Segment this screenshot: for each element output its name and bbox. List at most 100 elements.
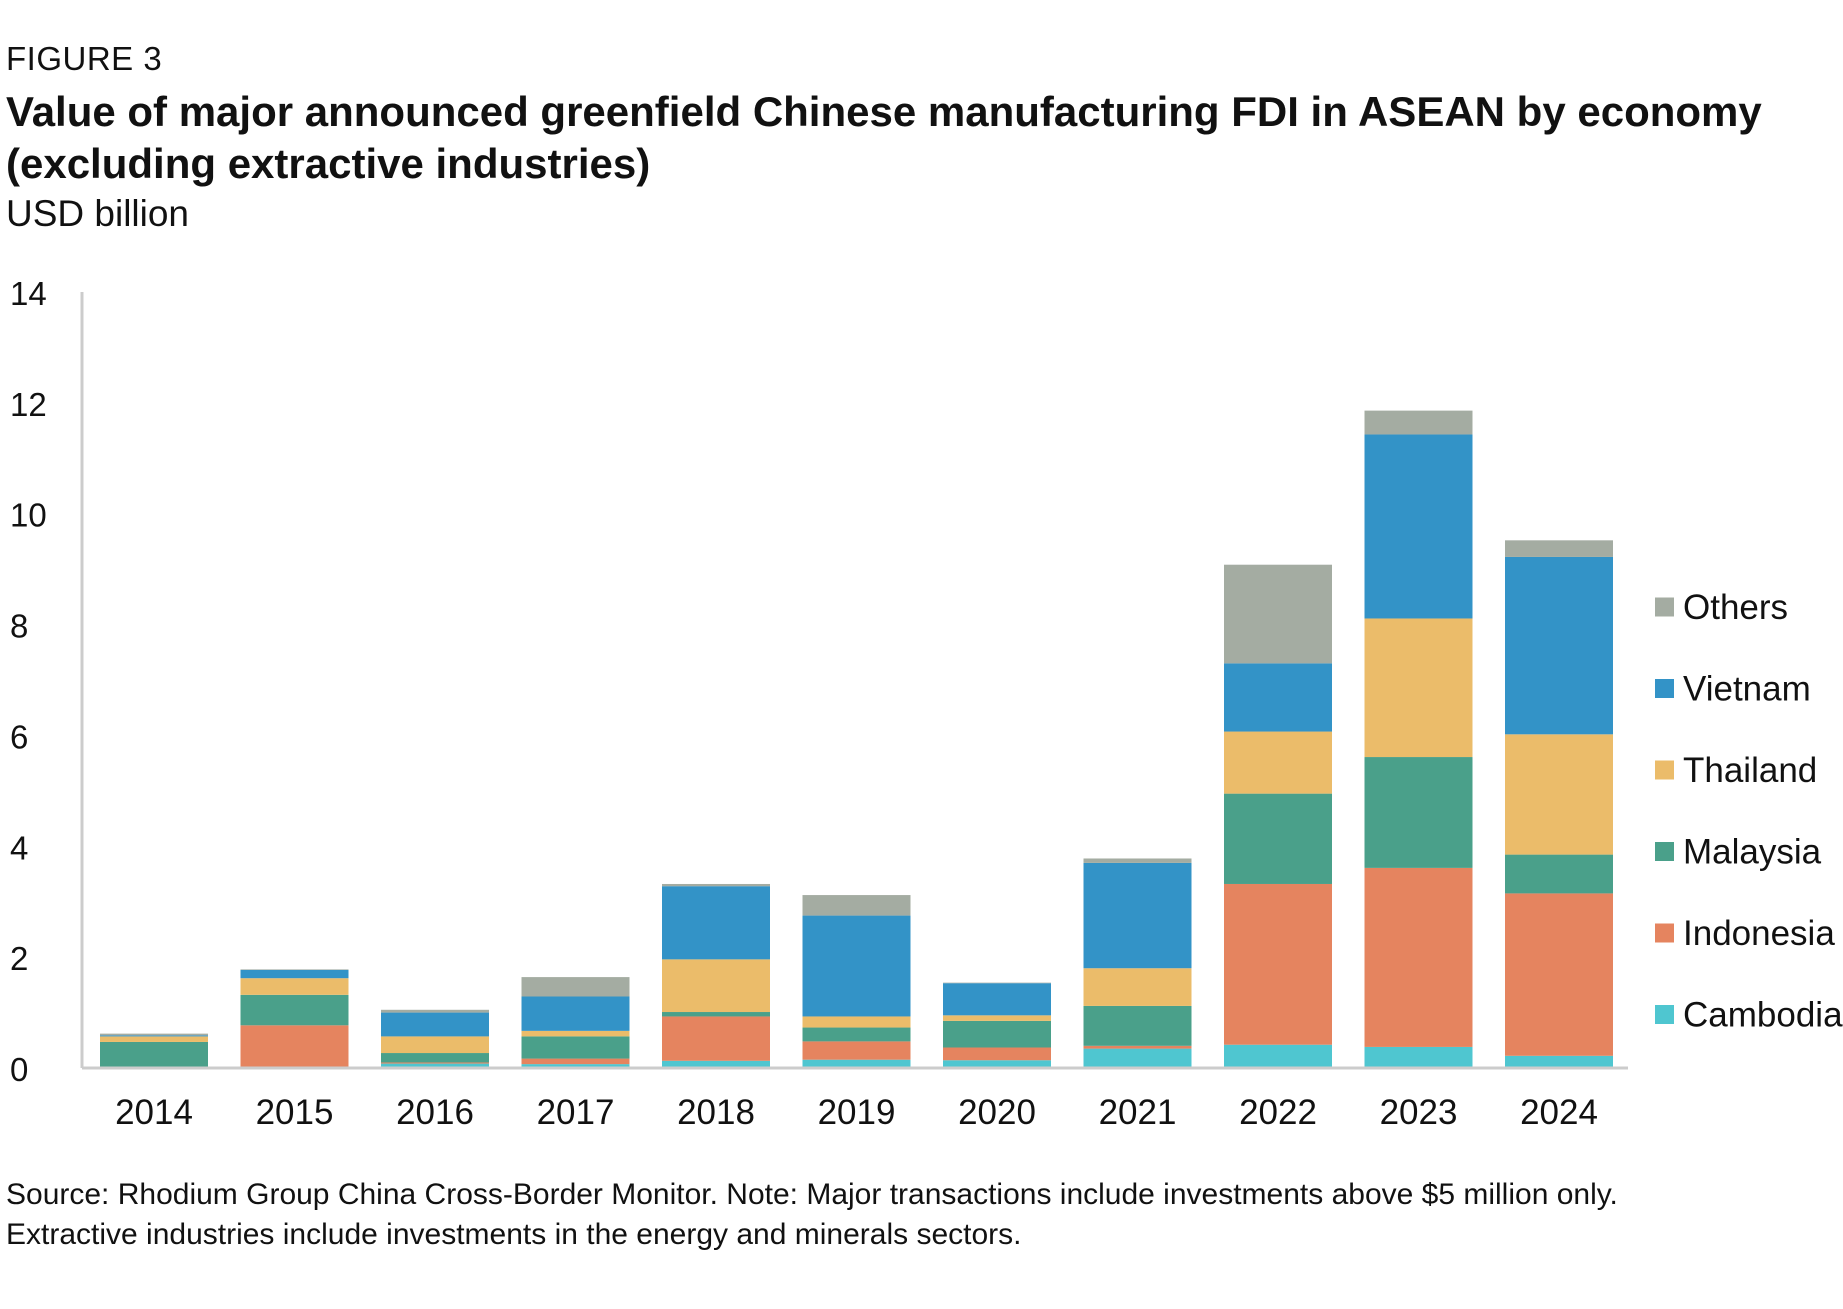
bar-segment-thailand-2019 [802,1016,911,1028]
y-tick-label: 4 [10,829,28,866]
bar-segment-malaysia-2020 [943,1020,1051,1048]
bar-segment-others-2018 [662,883,770,887]
legend-label-indonesia: Indonesia [1683,914,1835,953]
y-tick-label: 2 [10,940,28,977]
source-note-line-2: Extractive industries include investment… [6,1218,1022,1251]
bar-segment-thailand-2024 [1505,734,1613,855]
bar-segment-malaysia-2022 [1224,793,1332,884]
bar-segment-others-2016 [381,1009,489,1013]
legend-label-vietnam: Vietnam [1683,670,1811,709]
bar-segment-thailand-2022 [1224,731,1332,794]
bar-segment-others-2021 [1083,858,1192,863]
legend-label-malaysia: Malaysia [1683,833,1822,872]
x-tick-label: 2014 [115,1093,193,1132]
bar-segment-cambodia-2021 [1083,1048,1192,1068]
bar-segment-cambodia-2020 [943,1060,1051,1068]
chart-title: Value of major announced greenfield Chin… [6,88,1762,187]
source-note: Source: Rhodium Group China Cross-Border… [6,1175,1826,1255]
legend-swatch-others [1655,597,1674,617]
y-tick-label: 6 [10,718,28,755]
bar-segment-malaysia-2016 [381,1053,489,1063]
y-tick-label: 10 [10,497,47,534]
bar-segment-cambodia-2019 [802,1059,911,1068]
bar-segment-indonesia-2024 [1505,893,1613,1056]
legend-swatch-thailand [1655,760,1674,780]
x-tick-label: 2019 [818,1093,896,1132]
bar-segment-indonesia-2021 [1083,1045,1192,1049]
bar-segment-vietnam-2017 [521,996,630,1031]
bar-segment-thailand-2015 [240,978,349,995]
legend-swatch-cambodia [1655,1005,1674,1024]
bar-segment-indonesia-2015 [240,1025,349,1068]
x-tick-label: 2015 [256,1093,334,1132]
bar-segment-vietnam-2024 [1505,556,1613,735]
bar-segment-malaysia-2019 [802,1027,911,1042]
unit-label: USD billion [6,193,190,234]
bar-segment-thailand-2023 [1364,618,1473,758]
x-tick-label: 2016 [396,1093,474,1132]
bar-segment-thailand-2017 [521,1030,630,1037]
legend-label-others: Others [1683,588,1788,627]
bar-segment-vietnam-2018 [662,886,770,960]
bar-segment-vietnam-2014 [100,1035,208,1037]
bar-segment-indonesia-2023 [1364,867,1473,1047]
bar-segment-vietnam-2019 [802,915,911,1017]
x-tick-label: 2023 [1380,1093,1458,1132]
y-tick-label: 14 [10,275,47,312]
bar-segment-vietnam-2015 [240,969,349,979]
bar-segment-vietnam-2023 [1364,434,1473,619]
legend-label-cambodia: Cambodia [1683,996,1843,1035]
x-tick-label: 2021 [1099,1093,1177,1132]
bar-segment-others-2024 [1505,540,1613,557]
bar-segment-indonesia-2018 [662,1016,770,1061]
legend-swatch-malaysia [1655,842,1674,861]
legend-swatch-indonesia [1655,923,1674,943]
bar-segment-malaysia-2024 [1505,854,1613,894]
bar-segment-malaysia-2023 [1364,757,1473,868]
bar-segment-others-2015 [240,969,349,970]
bar-segment-indonesia-2019 [802,1041,911,1060]
x-tick-label: 2020 [958,1093,1036,1132]
bar-segment-others-2020 [943,982,1051,984]
bar-segment-thailand-2021 [1083,968,1192,1006]
bar-segment-cambodia-2016 [381,1063,489,1068]
x-tick-label: 2017 [537,1093,615,1132]
bar-segment-thailand-2014 [100,1036,208,1042]
bar-segment-others-2019 [802,895,911,916]
bar-segment-cambodia-2017 [521,1064,630,1068]
bar-segment-thailand-2020 [943,1015,1051,1021]
bar-segment-cambodia-2024 [1505,1055,1613,1068]
bar-segment-vietnam-2021 [1083,862,1192,969]
y-tick-label: 0 [10,1051,28,1088]
bar-segment-vietnam-2016 [381,1012,489,1037]
bar-segment-vietnam-2022 [1224,663,1332,732]
bar-segment-indonesia-2017 [521,1058,630,1065]
bar-segment-malaysia-2017 [521,1036,630,1059]
bar-segment-cambodia-2023 [1364,1046,1473,1068]
bar-segment-indonesia-2022 [1224,883,1332,1045]
bar-segment-malaysia-2021 [1083,1005,1192,1046]
bar-segment-indonesia-2016 [381,1062,489,1064]
bar-segment-malaysia-2014 [100,1041,208,1067]
bar-segment-malaysia-2018 [662,1012,770,1017]
x-tick-label: 2018 [677,1093,755,1132]
bar-segment-others-2023 [1364,410,1473,435]
bar-segment-cambodia-2022 [1224,1044,1332,1068]
bar-segment-thailand-2016 [381,1036,489,1054]
bar-segment-others-2014 [100,1033,208,1036]
bar-segment-cambodia-2018 [662,1060,770,1068]
legend-swatch-vietnam [1655,679,1674,698]
legend-label-thailand: Thailand [1683,751,1817,790]
figure-label: FIGURE 3 [6,40,163,77]
bar-segment-vietnam-2020 [943,983,1051,1016]
bar-segment-thailand-2018 [662,959,770,1013]
source-note-line-1: Source: Rhodium Group China Cross-Border… [6,1178,1618,1211]
y-tick-label: 12 [10,386,47,423]
y-tick-label: 8 [10,608,28,645]
bar-segment-indonesia-2020 [943,1047,1051,1061]
bar-segment-others-2022 [1224,564,1332,664]
x-tick-label: 2022 [1239,1093,1317,1132]
x-tick-label: 2024 [1520,1093,1598,1132]
bar-segment-others-2017 [521,977,630,997]
